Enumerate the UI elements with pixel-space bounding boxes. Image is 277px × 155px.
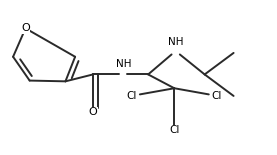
Text: O: O: [89, 107, 98, 117]
Text: Cl: Cl: [126, 91, 137, 101]
Text: Cl: Cl: [169, 126, 179, 135]
Text: Cl: Cl: [212, 91, 222, 101]
Text: NH: NH: [116, 59, 131, 69]
Text: O: O: [21, 23, 30, 33]
Text: NH: NH: [168, 37, 183, 47]
